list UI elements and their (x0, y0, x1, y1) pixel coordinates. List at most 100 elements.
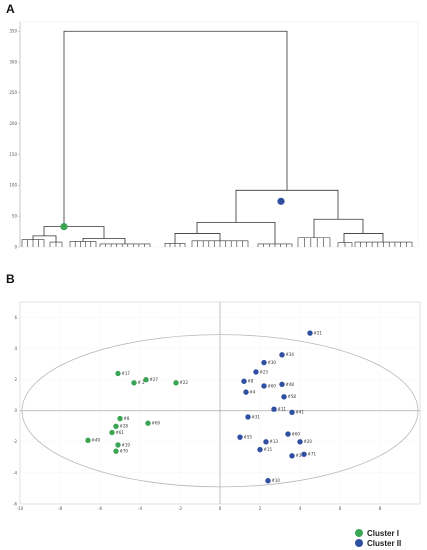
scatter-point-s1-17 (301, 451, 307, 457)
scatter-point-s0-2 (131, 380, 137, 386)
scatter-y-tick-label-6: 6 (14, 315, 17, 320)
link-left-a (32, 235, 57, 243)
pca-scatter-chart: -10 -8 -6 -4 -2 0 2 4 6 8 -6 -4 -2 0 2 4 6 #17 #27 # 2 #22 #8… (13, 301, 421, 511)
scatter-point-label-s0-10: #70 (120, 449, 129, 454)
scatter-point-label-s1-16: #15 (264, 447, 273, 452)
link-cluster-1 (43, 226, 105, 239)
dendrogram-chart: 0 50 100 150 200 250 300 350 (9, 21, 419, 249)
scatter-point-s1-5 (261, 383, 267, 389)
scatter-point-label-s1-19: #10 (272, 478, 281, 483)
scatter-point-label-s0-6: #28 (120, 424, 129, 429)
dendrogram-y-tick-label-2: 100 (9, 183, 17, 188)
scatter-point-label-s1-9: #11 (278, 407, 287, 412)
scatter-point-label-s1-18: #3 (296, 453, 302, 458)
scatter-point-label-s1-12: #60 (292, 431, 301, 436)
scatter-x-tick-label-5: 0 (219, 506, 222, 511)
leaf-group-6 (191, 240, 249, 247)
panel-b-letter: B (6, 272, 15, 286)
dendrogram-y-tick-label-0: 0 (14, 244, 17, 249)
scatter-point-label-s1-15: #20 (304, 439, 313, 444)
scatter-point-s0-1 (143, 376, 149, 383)
leaf-group-5 (164, 243, 186, 247)
scatter-y-tick-label-0: -6 (13, 501, 17, 506)
legend: Cluster I Cluster II (355, 528, 401, 548)
scatter-point-label-s0-4: #8 (124, 416, 130, 421)
scatter-point-s0-4 (117, 415, 123, 422)
scatter-point-label-s0-3: #22 (180, 380, 189, 385)
link-left-b (82, 237, 126, 244)
scatter-point-s1-7 (243, 389, 249, 395)
scatter-point-s1-15 (297, 439, 303, 445)
leaf-group-2 (49, 241, 63, 247)
hotelling-ellipse (21, 334, 419, 488)
scatter-point-s0-3 (173, 380, 179, 386)
dendrogram-y-tick-label-5: 250 (9, 90, 17, 95)
cluster-2-node-marker (277, 197, 285, 205)
scatter-point-label-s0-5: #69 (152, 421, 161, 426)
scatter-point-label-s1-10: #41 (296, 410, 305, 415)
scatter-y-tick-label-3: 0 (14, 408, 17, 413)
leaf-group-10 (354, 241, 413, 247)
scatter-point-s0-8 (85, 437, 91, 443)
scatter-point-label-s1-14: #13 (270, 439, 279, 444)
scatter-point-s0-0 (115, 370, 121, 377)
scatter-point-label-s1-13: #55 (244, 435, 253, 440)
scatter-point-label-s0-1: #27 (150, 377, 159, 382)
scatter-point-s1-9 (271, 406, 277, 412)
scatter-point-s1-16 (257, 446, 263, 453)
scatter-point-label-s1-4: #8 (248, 379, 254, 384)
scatter-point-s1-11 (245, 414, 251, 420)
scatter-point-s1-18 (289, 453, 295, 459)
scatter-point-label-s1-8: #58 (288, 394, 297, 399)
scatter-point-label-s1-2: #30 (268, 360, 277, 365)
dendrogram-frame (19, 21, 419, 248)
link-right-d (313, 218, 364, 238)
scatter-point-s1-3 (253, 369, 259, 375)
scatter-point-s1-19 (265, 477, 271, 484)
legend-label-cluster-1: Cluster I (367, 528, 400, 538)
scatter-point-label-s1-7: #4 (250, 390, 256, 395)
scatter-x-tick-label-8: 6 (339, 506, 342, 511)
scatter-x-tick-label-2: -6 (98, 506, 102, 511)
leaf-group-3 (69, 241, 97, 247)
scatter-x-tick-label-1: -8 (58, 506, 62, 511)
dendrogram-y-tick-label-7: 350 (9, 29, 17, 34)
legend-swatch-cluster-2 (355, 539, 363, 547)
scatter-point-s0-6 (113, 423, 119, 430)
scatter-x-tick-label-4: -2 (178, 506, 182, 511)
scatter-point-s1-1 (279, 352, 285, 358)
scatter-point-s1-12 (285, 431, 291, 437)
scatter-point-s1-14 (263, 439, 269, 445)
scatter-point-s1-4 (241, 378, 247, 384)
dendrogram-y-tick-label-4: 200 (9, 121, 17, 126)
link-right-a (174, 233, 221, 244)
scatter-x-tick-label-0: -10 (17, 506, 24, 511)
scatter-point-label-s0-8: #49 (92, 438, 101, 443)
scatter-point-s1-0 (307, 330, 313, 336)
leaf-group-9 (337, 242, 353, 247)
scatter-point-label-s1-1: #34 (286, 352, 295, 357)
legend-item-cluster-1: Cluster I (355, 528, 401, 538)
scatter-point-label-s1-11: #31 (252, 414, 261, 419)
legend-label-cluster-2: Cluster II (367, 538, 402, 548)
scatter-y-tick-label-1: -4 (13, 470, 17, 475)
cluster-1-node-marker (60, 223, 68, 231)
scatter-x-tick-label-3: -4 (138, 506, 142, 511)
scatter-point-s0-10 (113, 448, 119, 454)
scatter-point-s0-7 (109, 429, 115, 436)
dendrogram-y-tick-label-3: 150 (9, 152, 17, 157)
scatter-point-s1-2 (261, 359, 267, 366)
scatter-y-tick-label-5: 4 (14, 346, 17, 351)
dendrogram-y-tick-label-6: 300 (9, 59, 17, 64)
legend-item-cluster-2: Cluster II (355, 538, 401, 548)
scatter-point-label-s1-6: #48 (286, 382, 295, 387)
scatter-point-label-s0-2: # 2 (138, 380, 146, 385)
dendrogram-y-tick-label-1: 50 (12, 213, 18, 218)
panel-a-letter: A (6, 2, 15, 16)
scatter-point-label-s1-5: #60 (268, 383, 277, 388)
scatter-point-label-s0-7: #61 (116, 430, 125, 435)
scatter-point-label-s1-0: #21 (314, 330, 323, 335)
scatter-point-s1-8 (281, 394, 287, 400)
link-right-c (343, 233, 384, 243)
